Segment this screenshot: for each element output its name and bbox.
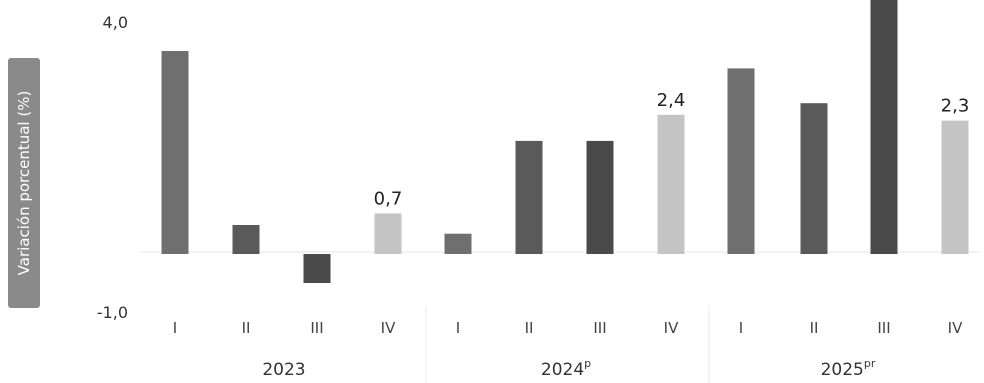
- quarter-label-2023-qIV: IV: [381, 319, 396, 337]
- y-axis-label: Variación porcentual (%): [8, 58, 40, 308]
- quarter-label-2024-qII: II: [525, 319, 534, 337]
- y-axis-label-background: [8, 58, 40, 308]
- quarter-tick-labels: I II III IV I II III IV I II III IV: [173, 319, 963, 337]
- y-tick-label-bottom: -1,0: [97, 303, 128, 322]
- year-label-2023: 2023: [262, 360, 305, 380]
- bar-2023-qIII: [303, 254, 331, 283]
- y-tick-label-top: 4,0: [103, 13, 128, 32]
- quarter-label-2024-qIV: IV: [664, 319, 679, 337]
- year-label-2024: 2024p: [541, 357, 591, 380]
- quarter-label-2025-qI: I: [739, 319, 743, 337]
- quarter-label-2025-qIII: III: [877, 319, 890, 337]
- data-label-2025-qIV: 2,3: [941, 96, 970, 117]
- data-labels: 0,7 2,4 2,3: [374, 90, 970, 210]
- quarter-label-2023-qII: II: [242, 319, 251, 337]
- quarter-label-2024-qI: I: [456, 319, 460, 337]
- bar-2024-qIII: [586, 140, 614, 254]
- bar-2024-qI: [444, 233, 472, 254]
- data-label-2024-qIV: 2,4: [657, 90, 686, 111]
- bar-2023-qII: [232, 225, 260, 254]
- quarter-label-2023-qIII: III: [310, 319, 323, 337]
- quarter-label-2023-qI: I: [173, 319, 177, 337]
- year-group-labels: 2023 2024p 2025pr: [262, 357, 875, 380]
- bar-2025-qI: [727, 68, 755, 255]
- bar-2025-qIV: [941, 120, 969, 254]
- year-label-2025: 2025pr: [821, 357, 876, 380]
- quarter-label-2025-qIV: IV: [948, 319, 963, 337]
- bars: [161, 0, 969, 283]
- bar-2025-qIII: [870, 0, 898, 254]
- bar-2024-qII: [515, 140, 543, 254]
- bar-2025-qII: [800, 103, 828, 254]
- y-axis-label-text: Variación porcentual (%): [15, 91, 33, 276]
- quarter-label-2024-qIII: III: [593, 319, 606, 337]
- data-label-2023-qIV: 0,7: [374, 188, 403, 209]
- year-superscript-2025: pr: [864, 357, 876, 370]
- bar-2023-qI: [161, 51, 189, 254]
- year-superscript-2024: p: [584, 357, 591, 370]
- quarter-label-2025-qII: II: [810, 319, 819, 337]
- bar-2023-qIV: [374, 213, 402, 254]
- bar-2024-qIV: [657, 114, 685, 254]
